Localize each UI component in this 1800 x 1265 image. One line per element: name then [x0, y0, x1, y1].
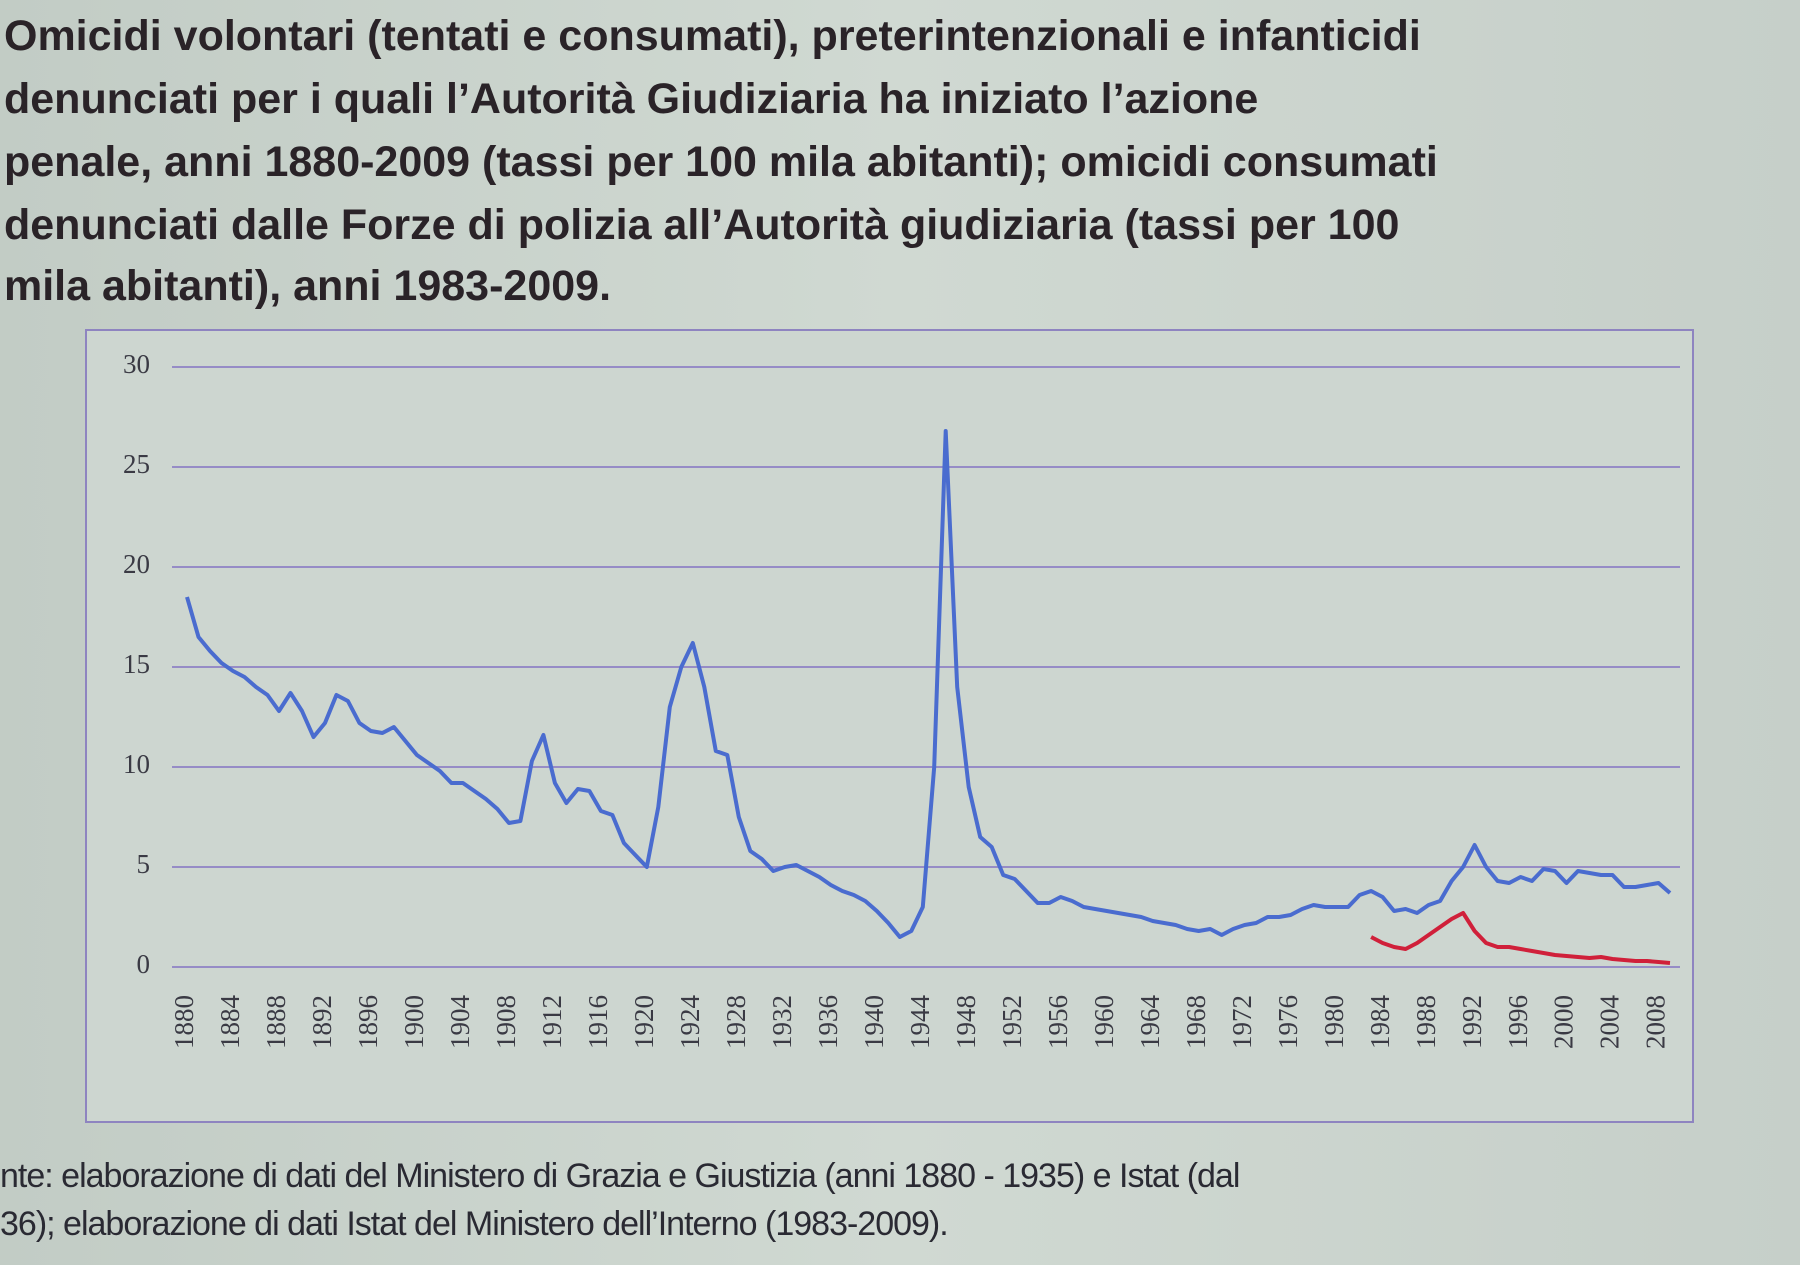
x-tick-label: 1912 — [537, 995, 567, 1049]
title-line: denunciati dalle Forze di polizia all’Au… — [4, 201, 1400, 249]
title-line: denunciati per i quali l’Autorità Giudiz… — [4, 75, 1259, 123]
x-tick-label: 1884 — [215, 995, 245, 1050]
x-tick-label: 1960 — [1089, 995, 1119, 1049]
x-tick-label: 1988 — [1411, 995, 1441, 1049]
x-tick-label: 1896 — [353, 995, 383, 1049]
x-tick-label: 1980 — [1319, 995, 1349, 1049]
x-tick-label: 1904 — [445, 995, 475, 1050]
x-tick-label: 1924 — [675, 995, 705, 1050]
x-tick-label: 1996 — [1503, 995, 1533, 1049]
x-tick-label: 1964 — [1135, 995, 1165, 1050]
chart-frame — [85, 329, 1694, 1123]
x-tick-label: 1888 — [261, 995, 291, 1049]
x-tick-label: 1940 — [859, 995, 889, 1049]
x-tick-label: 2004 — [1595, 995, 1625, 1050]
y-tick-label: 5 — [137, 849, 151, 879]
y-tick-label: 25 — [123, 449, 150, 479]
y-tick-label: 15 — [123, 649, 150, 679]
x-tick-label: 1944 — [905, 995, 935, 1050]
x-tick-label: 1928 — [721, 995, 751, 1049]
x-tick-label: 1956 — [1043, 995, 1073, 1049]
x-tick-label: 1920 — [629, 995, 659, 1049]
x-tick-label: 1932 — [767, 995, 797, 1049]
x-tick-label: 1992 — [1457, 995, 1487, 1049]
y-tick-label: 20 — [123, 549, 150, 579]
x-tick-label: 1968 — [1181, 995, 1211, 1049]
x-tick-label: 1892 — [307, 995, 337, 1049]
x-tick-label: 1948 — [951, 995, 981, 1049]
title-line: penale, anni 1880-2009 (tassi per 100 mi… — [4, 138, 1438, 186]
x-tick-label: 1900 — [399, 995, 429, 1049]
x-tick-label: 1936 — [813, 995, 843, 1049]
source-line: 36); elaborazione di dati Istat del Mini… — [0, 1205, 949, 1243]
data-line — [1370, 911, 1671, 965]
x-tick-label: 1972 — [1227, 995, 1257, 1049]
x-tick-label: 1916 — [583, 995, 613, 1049]
x-tick-label: 2000 — [1549, 995, 1579, 1049]
x-tick-label: 1880 — [169, 995, 199, 1049]
x-tick-label: 1976 — [1273, 995, 1303, 1049]
x-tick-label: 1952 — [997, 995, 1027, 1049]
x-tick-label: 1908 — [491, 995, 521, 1049]
data-line — [185, 429, 1672, 939]
x-tick-label: 1984 — [1365, 995, 1395, 1050]
y-tick-label: 0 — [137, 949, 151, 979]
source-line: nte: elaborazione di dati del Ministero … — [0, 1157, 1240, 1195]
y-tick-label: 30 — [123, 349, 150, 379]
y-tick-label: 10 — [123, 749, 150, 779]
x-tick-label: 2008 — [1641, 995, 1671, 1049]
title-line: mila abitanti), anni 1983-2009. — [4, 262, 612, 310]
title-line: Omicidi volontari (tentati e consumati),… — [4, 12, 1421, 60]
